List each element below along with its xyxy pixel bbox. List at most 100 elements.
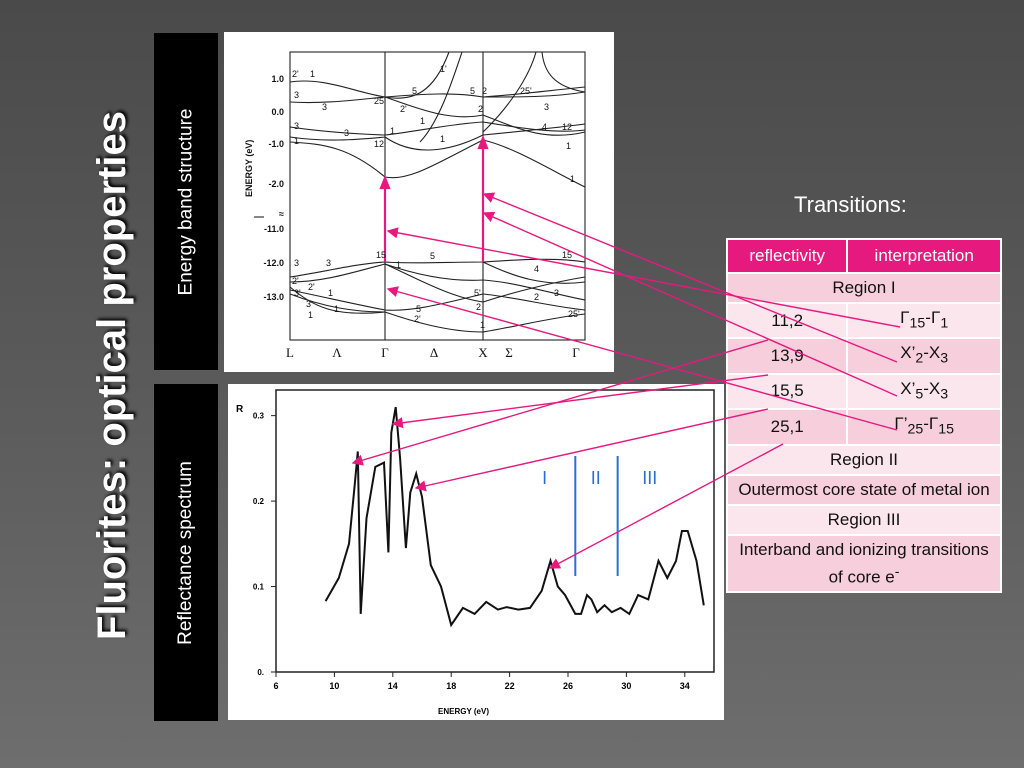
- k-point-label: Δ: [430, 345, 438, 360]
- band-y-tick: 0.0: [271, 107, 284, 117]
- table-header-row: reflectivity interpretation: [725, 238, 1002, 274]
- x-tick-label: 6: [273, 681, 278, 691]
- y-tick-label: 0.: [257, 668, 264, 677]
- region2-description: Outermost core state of metal ion: [726, 473, 1002, 506]
- x-tick-label: 34: [680, 681, 690, 691]
- k-point-label: Σ: [505, 345, 513, 360]
- table-row-region2: Region II: [726, 443, 1002, 476]
- x-tick-label: 14: [388, 681, 398, 691]
- band-index-label: 5: [470, 86, 475, 96]
- band-index-label: 2: [482, 86, 487, 96]
- band-index-label: 2: [476, 302, 481, 312]
- band-index-label: 12: [374, 139, 384, 149]
- band-index-label: 5: [430, 251, 435, 261]
- band-y-tick: -11.0: [264, 224, 284, 234]
- band-structure-figure: 1.0 0.0 -1.0 -2.0 ≈ -11.0 -12.0 -13.0 ENERGY (e…: [224, 32, 614, 372]
- table-row-region2-desc: Outermost core state of metal ion: [726, 473, 1002, 506]
- band-index-label: 3: [294, 121, 299, 131]
- band-index-label: 3': [294, 288, 301, 298]
- band-index-label: 3: [544, 102, 549, 112]
- band-index-label: 1': [440, 64, 447, 74]
- table-row: 11,2 Γ15-Γ1: [725, 301, 1002, 340]
- band-index-label: 3: [344, 128, 349, 138]
- reflectivity-value: 11,2: [725, 301, 849, 340]
- band-y-tick: -12.0: [263, 258, 284, 268]
- chart-y-label: R: [236, 404, 244, 415]
- band-index-label: 1: [566, 141, 571, 151]
- band-index-label: 3: [326, 258, 331, 268]
- band-index-label: 1: [480, 320, 485, 330]
- band-index-label: 1: [570, 174, 575, 184]
- x-tick-label: 26: [563, 681, 573, 691]
- k-point-label: X: [478, 345, 488, 360]
- band-index-label: 1: [328, 288, 333, 298]
- x-tick-label: 30: [621, 681, 631, 691]
- band-index-label: 1: [310, 69, 315, 79]
- interpretation-value: Γ’25-Γ15: [846, 408, 1002, 446]
- band-index-label: 25': [520, 86, 532, 96]
- band-index-label: 15: [376, 250, 386, 260]
- transitions-heading: Transitions:: [794, 192, 907, 217]
- region-annotation: III: [642, 468, 657, 488]
- k-point-label: Γ: [572, 345, 580, 360]
- slide-title: Fluorites: optical properties: [89, 110, 134, 640]
- band-index-label: 1: [420, 116, 425, 126]
- reflectivity-value: 15,5: [725, 372, 849, 411]
- table-row: 15,5 X’5-X3: [725, 372, 1002, 411]
- band-index-label: 15: [562, 250, 572, 260]
- band-index-label: 2': [308, 282, 315, 292]
- band-index-label: 1: [334, 304, 339, 314]
- band-index-label: 25': [568, 309, 580, 319]
- band-structure-label: Energy band structure: [175, 108, 197, 295]
- band-y-tick: -2.0: [268, 179, 284, 189]
- region3-label: Region III: [726, 503, 1002, 536]
- band-y-tick: ≈: [279, 209, 284, 219]
- band-structure-diagram: 1.0 0.0 -1.0 -2.0 ≈ -11.0 -12.0 -13.0 ENERGY (e…: [244, 51, 586, 360]
- band-y-tick: 1.0: [271, 74, 284, 84]
- band-index-label: 1: [294, 136, 299, 146]
- header-interpretation: interpretation: [846, 238, 1002, 274]
- reflectivity-value: 25,1: [725, 408, 849, 446]
- table-row-region1: Region I: [726, 272, 1002, 304]
- table-row: 13,9 X’2-X3: [725, 337, 1002, 375]
- y-tick-label: 0.2: [253, 497, 265, 506]
- k-point-label: L: [286, 345, 294, 360]
- x-tick-label: 22: [505, 681, 515, 691]
- band-index-label: 3: [322, 102, 327, 112]
- x-tick-label: 18: [446, 681, 456, 691]
- band-index-label: 3: [306, 299, 311, 309]
- band-index-label: 2: [534, 292, 539, 302]
- band-index-label: 2: [478, 104, 483, 114]
- band-index-label: 3: [294, 258, 299, 268]
- reflectance-series-line: [324, 406, 705, 628]
- band-index-label: 1: [440, 134, 445, 144]
- band-index-label: 2': [292, 69, 299, 79]
- k-point-label: Λ: [332, 345, 342, 360]
- band-index-label: 2': [400, 104, 407, 114]
- chart-x-label: ENERGY (eV): [438, 707, 489, 716]
- band-index-label: 1: [396, 260, 401, 270]
- band-index-label: 4: [542, 122, 547, 132]
- band-index-label: 12: [562, 122, 572, 132]
- slide-title-wrap: Fluorites: optical properties: [82, 60, 142, 690]
- band-index-label: 25': [374, 96, 386, 106]
- band-index-label: 1: [390, 126, 395, 136]
- region2-label: Region II: [726, 443, 1002, 476]
- band-index-label: 1: [308, 310, 313, 320]
- x-tick-label: 10: [329, 681, 339, 691]
- k-point-label: Γ: [381, 345, 389, 360]
- band-index-label: 2': [414, 314, 421, 324]
- region-annotation: I: [542, 468, 547, 488]
- band-y-axis-label: ENERGY (eV): [244, 140, 254, 197]
- band-index-label: 4: [534, 264, 539, 274]
- table-row-region3-desc: Interband and ionizing transitions of co…: [726, 533, 1002, 594]
- y-tick-label: 0.1: [253, 583, 265, 592]
- interpretation-value: X’2-X3: [846, 337, 1002, 375]
- region-annotation: II: [591, 468, 601, 488]
- band-structure-label-panel: Energy band structure: [154, 33, 218, 370]
- table-row-region3: Region III: [726, 503, 1002, 536]
- chart-frame: [275, 389, 715, 673]
- header-reflectivity: reflectivity: [725, 238, 849, 274]
- band-index-label: 2': [292, 276, 299, 286]
- region1-label: Region I: [726, 272, 1002, 304]
